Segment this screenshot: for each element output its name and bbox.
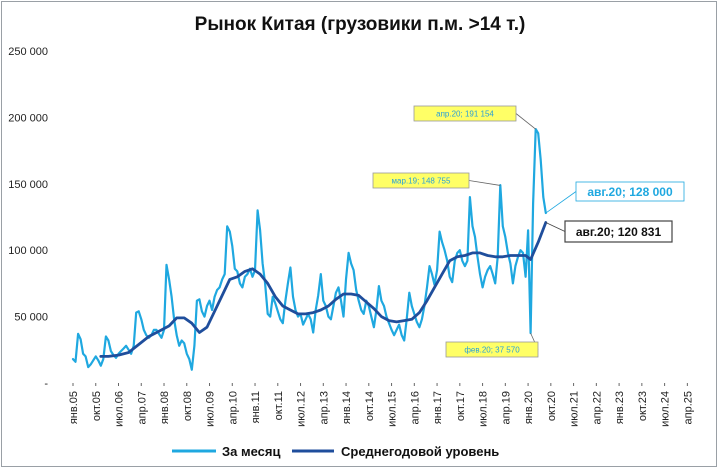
x-tick-label: июл.12 [296,391,308,427]
x-tick-label: июл.21 [569,391,581,427]
annotation-leader [545,191,577,214]
annotation-leader [468,180,501,186]
legend-label: За месяц [222,444,280,459]
annotation-leader [515,113,536,130]
legend: За месяц Среднегодовой уровень [172,444,499,459]
x-tick-label: июл.15 [387,391,399,427]
x-tick-label: окт.08 [182,391,194,421]
x-tick-label: янв.14 [341,391,353,424]
annotation-box [445,341,539,358]
annotation-layer: апр.20; 191 154 мар.19; 148 755 фев.20; 37… [372,105,685,358]
x-tick-label: янв.11 [250,391,262,423]
x-tick-label: апр.25 [682,391,694,424]
annotation-box [372,172,470,189]
x-axis: янв.05 окт.05 июл.06 апр.07 янв.08 окт.08 июл.… [68,383,694,427]
y-tick-label: 100 000 [8,245,48,257]
annotation-leader [545,222,566,232]
annotation-aug20-monthly: авг.20; 128 000 [587,185,673,199]
annotation-feb20: фев.20; 37 570 [464,346,520,355]
y-tick-label: 250 000 [8,46,48,58]
y-tick-label: 200 000 [8,112,48,124]
x-tick-label: июл.09 [205,391,217,427]
x-tick-label: окт.05 [91,391,103,421]
legend-label: Среднегодовой уровень [341,444,499,459]
y-tick-label: 50 000 [14,312,48,324]
annotation-box [575,181,685,202]
x-tick-label: окт.17 [455,391,467,421]
annotation-mar19: мар.19; 148 755 [392,177,451,186]
x-tick-label: окт.23 [637,391,649,421]
x-tick-label: апр.19 [500,391,512,424]
annotation-box [564,220,673,243]
x-tick-label: янв.17 [432,391,444,424]
x-tick-label: янв.20 [523,391,535,424]
y-tick-label: - [44,378,48,390]
x-tick-label: апр.07 [136,391,148,424]
x-tick-label: окт.11 [273,391,285,420]
x-tick-label: апр.22 [591,391,603,424]
series-line-monthly [71,128,547,371]
x-tick-label: янв.08 [159,391,171,424]
x-tick-label: янв.23 [614,391,626,424]
x-tick-label: апр.10 [227,391,239,424]
annotation-aug20-average: авг.20; 120 831 [576,225,662,239]
series-line-annual-average [99,221,548,358]
x-tick-label: апр.13 [318,391,330,424]
x-tick-label: окт.14 [364,391,376,421]
x-tick-label: июл.18 [478,391,490,427]
annotation-box [413,105,517,122]
series-layer [71,128,548,371]
x-tick-label: апр.16 [409,391,421,424]
y-tick-label: 150 000 [8,179,48,191]
y-axis: - 50 000 100 000 150 000 200 000 250 000 [8,46,48,390]
x-tick-label: янв.05 [68,391,80,424]
annotation-apr20: апр.20; 191 154 [436,110,494,119]
x-tick-label: июл.06 [114,391,126,427]
chart-title: Рынок Китая (грузовики п.м. >14 т.) [195,14,526,35]
x-tick-label: окт.20 [546,391,558,421]
x-tick-label: июл.24 [660,391,672,427]
